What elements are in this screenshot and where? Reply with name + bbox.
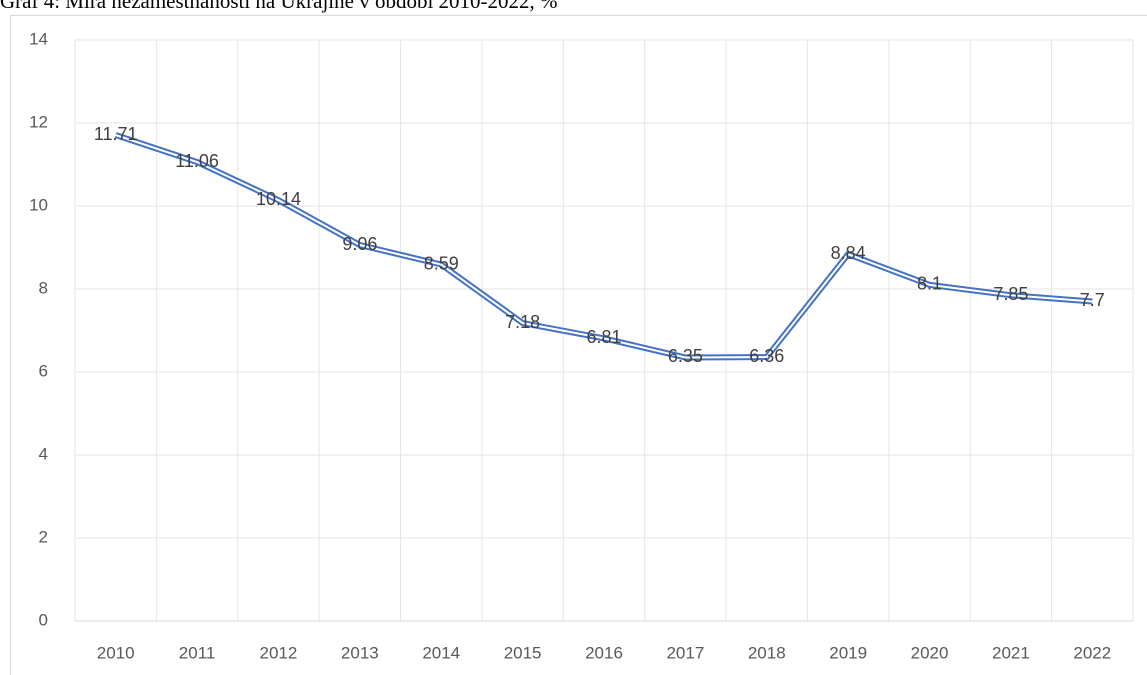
data-label: 8.84 [831,243,866,263]
y-tick-label: 0 [39,610,48,629]
y-tick-label: 2 [39,527,48,546]
data-label: 8.59 [424,253,459,273]
data-label: 9.06 [342,234,377,254]
x-tick-label: 2022 [1073,643,1111,662]
x-tick-label: 2013 [341,643,379,662]
data-label: 6.81 [586,327,621,347]
data-label: 6.35 [668,346,703,366]
chart-title: Graf 4: Míra nezaměstnanosti na Ukrajině… [0,0,558,13]
data-label: 6.36 [749,346,784,366]
data-label: 11.71 [94,124,138,144]
y-tick-label: 4 [39,444,48,463]
y-tick-label: 14 [29,29,48,48]
y-tick-label: 12 [29,112,48,131]
x-tick-label: 2015 [504,643,542,662]
x-tick-label: 2017 [666,643,704,662]
x-tick-label: 2010 [97,643,135,662]
x-tick-label: 2012 [260,643,298,662]
x-tick-label: 2018 [748,643,786,662]
x-tick-label: 2021 [992,643,1030,662]
x-tick-label: 2019 [829,643,867,662]
x-tick-label: 2011 [179,643,216,662]
y-tick-label: 8 [39,278,48,297]
x-tick-label: 2016 [585,643,623,662]
data-label: 11.06 [175,151,219,171]
data-label: 7.85 [993,284,1028,304]
x-tick-label: 2020 [911,643,949,662]
data-label: 7.7 [1080,290,1105,310]
data-label: 7.18 [505,312,540,332]
series-line-inner [115,134,1093,359]
y-tick-label: 10 [29,195,48,214]
data-label: 8.1 [917,274,942,294]
x-tick-label: 2014 [422,643,460,662]
chart-border [10,15,1147,675]
y-tick-label: 6 [39,361,48,380]
data-label: 10.14 [256,189,301,209]
